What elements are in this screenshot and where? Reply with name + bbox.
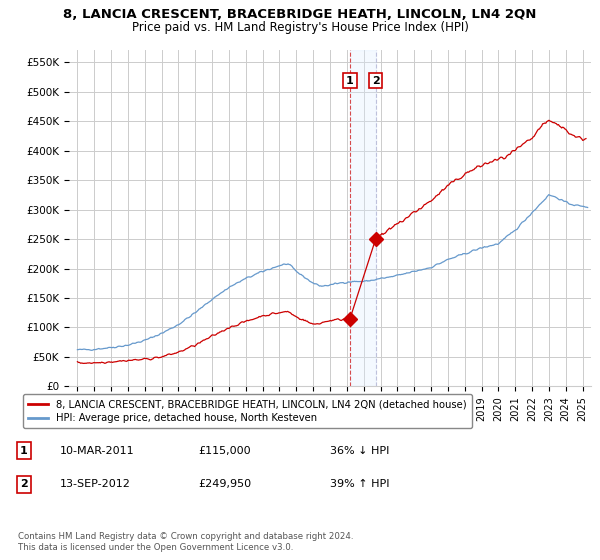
Text: £249,950: £249,950 (198, 479, 251, 489)
Text: 13-SEP-2012: 13-SEP-2012 (60, 479, 131, 489)
Text: 10-MAR-2011: 10-MAR-2011 (60, 446, 134, 456)
Text: 1: 1 (346, 76, 354, 86)
Bar (350, 50, 376, 386)
Text: 36% ↓ HPI: 36% ↓ HPI (330, 446, 389, 456)
Text: 2: 2 (372, 76, 380, 86)
Text: 2: 2 (20, 479, 28, 489)
Text: 39% ↑ HPI: 39% ↑ HPI (330, 479, 389, 489)
Text: 1: 1 (20, 446, 28, 456)
Text: £115,000: £115,000 (198, 446, 251, 456)
Text: Price paid vs. HM Land Registry's House Price Index (HPI): Price paid vs. HM Land Registry's House … (131, 21, 469, 34)
Text: Contains HM Land Registry data © Crown copyright and database right 2024.
This d: Contains HM Land Registry data © Crown c… (18, 532, 353, 552)
Legend: 8, LANCIA CRESCENT, BRACEBRIDGE HEATH, LINCOLN, LN4 2QN (detached house), HPI: A: 8, LANCIA CRESCENT, BRACEBRIDGE HEATH, L… (23, 394, 472, 428)
Text: 8, LANCIA CRESCENT, BRACEBRIDGE HEATH, LINCOLN, LN4 2QN: 8, LANCIA CRESCENT, BRACEBRIDGE HEATH, L… (64, 8, 536, 21)
